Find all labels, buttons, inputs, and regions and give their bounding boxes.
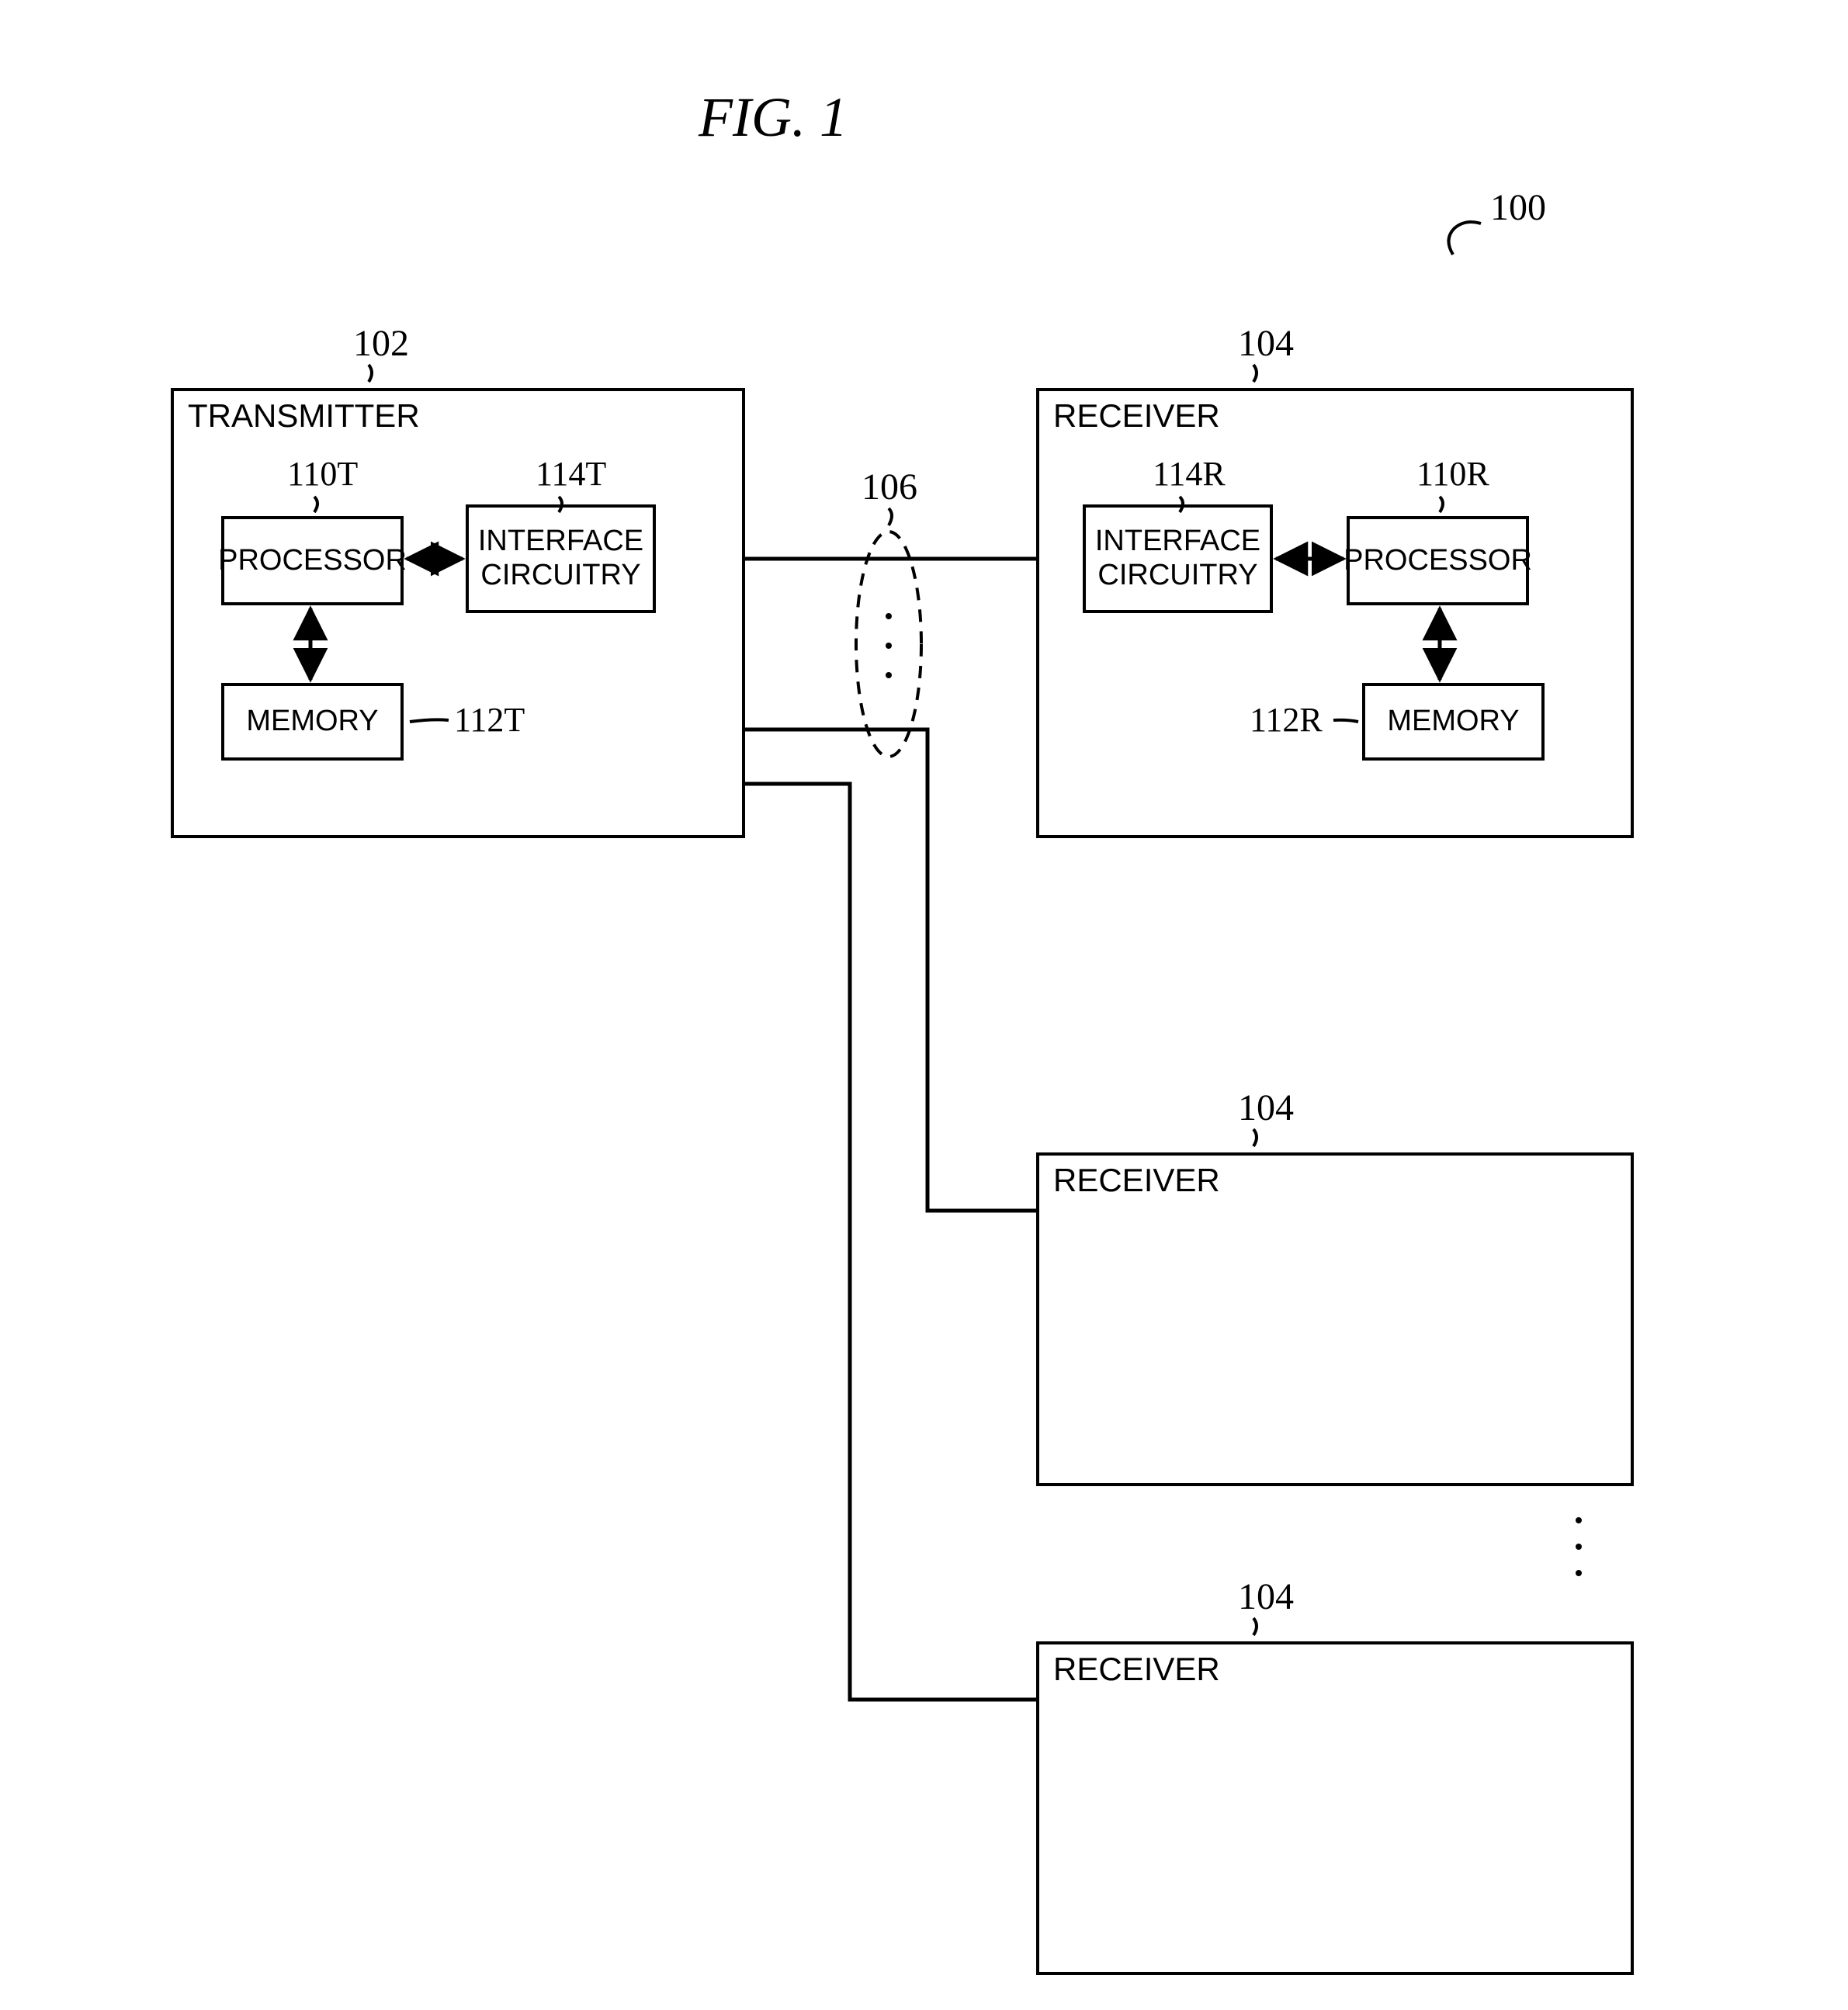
tx-processor-box: PROCESSOR [221, 516, 404, 605]
diagram-canvas: FIG. 1 100 102 TRANSMITTER 110T PROCESSO… [0, 0, 1848, 2010]
system-ref-label: 100 [1490, 186, 1546, 229]
rx3-box: RECEIVER [1036, 1641, 1634, 1975]
tx-memory-box: MEMORY [221, 683, 404, 761]
rx1-processor-ref: 110R [1416, 454, 1489, 494]
rx1-processor-text: PROCESSOR [1344, 544, 1532, 578]
tx-memory-ref: 112T [454, 700, 525, 740]
transmitter-label: TRANSMITTER [188, 397, 420, 435]
rx1-memory-ref: 112R [1250, 700, 1323, 740]
rx1-ref: 104 [1238, 322, 1294, 365]
bus-ref: 106 [862, 466, 917, 508]
rx1-box: RECEIVER [1036, 388, 1634, 838]
rx3-label: RECEIVER [1053, 1651, 1220, 1688]
rx2-box: RECEIVER [1036, 1152, 1634, 1486]
rx2-label: RECEIVER [1053, 1162, 1220, 1199]
rx3-ref: 104 [1238, 1575, 1294, 1618]
rx1-interface-text: INTERFACE CIRCUITRY [1095, 525, 1260, 592]
tx-interface-ref: 114T [536, 454, 606, 494]
rx1-memory-text: MEMORY [1387, 705, 1519, 739]
rx2-ref: 104 [1238, 1086, 1294, 1129]
transmitter-box: TRANSMITTER [171, 388, 745, 838]
rx1-processor-box: PROCESSOR [1347, 516, 1529, 605]
figure-title: FIG. 1 [699, 85, 848, 150]
rx1-interface-ref: 114R [1153, 454, 1226, 494]
rx1-memory-box: MEMORY [1362, 683, 1545, 761]
receivers-ellipsis-dots [1576, 1517, 1582, 1576]
tx-memory-text: MEMORY [246, 705, 378, 739]
bus-ellipsis-dots [886, 613, 892, 678]
rx1-label: RECEIVER [1053, 397, 1220, 435]
tx-interface-text: INTERFACE CIRCUITRY [478, 525, 643, 592]
transmitter-ref: 102 [353, 322, 409, 365]
rx1-interface-box: INTERFACE CIRCUITRY [1083, 504, 1273, 613]
tx-processor-text: PROCESSOR [218, 544, 407, 578]
tx-interface-box: INTERFACE CIRCUITRY [466, 504, 656, 613]
tx-processor-ref: 110T [287, 454, 358, 494]
